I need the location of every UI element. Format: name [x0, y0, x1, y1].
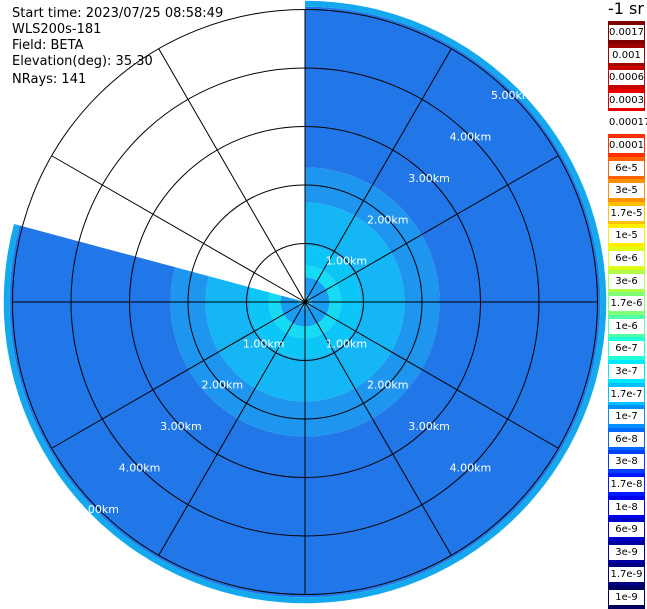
data-band-7	[9, 6, 601, 598]
colorbar-label: 0.0017	[609, 25, 644, 40]
range-label: 1.00km	[243, 337, 285, 350]
range-label: 4.00km	[450, 131, 492, 144]
colorbar-label: 0.0006	[609, 70, 644, 86]
colorbar-label: 0.001	[609, 47, 644, 63]
range-label: 3.00km	[160, 420, 202, 433]
radial-spoke-150	[304, 301, 452, 556]
colorbar-label: 1.7e-8	[609, 477, 644, 492]
range-label: 5.00km	[77, 503, 119, 516]
range-label: 2.00km	[201, 379, 243, 392]
range-label: 3.00km	[408, 420, 450, 433]
range-label: 4.00km	[119, 461, 161, 474]
radial-spoke-30	[304, 48, 452, 303]
colorbar-label: 1e-8	[609, 499, 644, 515]
radial-spoke-60	[304, 155, 559, 303]
colorbar-label: 1.7e-7	[609, 386, 644, 402]
radial-spoke-240	[51, 301, 306, 449]
colorbar-label: 0.0001	[609, 138, 644, 153]
radial-spoke-300	[51, 155, 306, 303]
range-label: 2.00km	[367, 213, 409, 226]
colorbar-label: 1e-6	[609, 318, 644, 334]
colorbar-label: 6e-8	[609, 431, 644, 447]
instrument-text: WLS200s-181	[12, 22, 102, 37]
colorbar-label: 3e-7	[609, 364, 644, 379]
colorbar-label: 3e-5	[609, 183, 644, 199]
colorbar-label: 1e-9	[609, 590, 644, 605]
colorbar-label: 1.7e-6	[609, 296, 644, 312]
data-band-5	[205, 202, 405, 402]
data-band-3	[268, 265, 342, 339]
beta-data-sector	[3, 0, 607, 604]
polar-grid	[12, 9, 598, 595]
colorbar-label: 0.0003	[609, 92, 644, 108]
colorbar-label: 6e-9	[609, 522, 644, 538]
range-label: 4.00km	[450, 461, 492, 474]
data-band-2	[280, 277, 330, 327]
range-label: 2.00km	[367, 379, 409, 392]
range-labels: 1.00km 1.00km 1.00km 2.00km 2.00km 2.00km 3.00…	[77, 89, 532, 516]
colorbar-label: 1.7e-9	[609, 567, 644, 583]
colorbar-label: 1e-7	[609, 409, 644, 425]
elevation-text: Elevation(deg): 35.30	[12, 54, 153, 69]
nrays-text: NRays: 141	[12, 72, 87, 87]
colorbar-label: 1e-5	[609, 228, 644, 244]
range-label: 5.00km	[491, 89, 533, 102]
start-time-text: Start time: 2023/07/25 08:58:49	[12, 6, 224, 21]
colorbar-units: -1 sr	[608, 0, 644, 18]
colorbar-label: 6e-7	[609, 341, 644, 357]
colorbar-label: 6e-5	[609, 160, 644, 176]
radial-spoke-120	[304, 301, 559, 449]
range-label: 1.00km	[326, 337, 368, 350]
colorbar-label: 6e-6	[609, 251, 644, 266]
range-label: 3.00km	[408, 172, 450, 185]
range-label: 1.00km	[326, 255, 368, 268]
radial-spoke-210	[158, 301, 306, 556]
colorbar-label: 3e-8	[609, 454, 644, 470]
radial-spoke-330	[158, 48, 306, 303]
colorbar-label: 0.00017	[609, 115, 647, 131]
colorbar-label: 1.7e-5	[609, 205, 644, 221]
colorbar-label: 3e-9	[609, 544, 644, 560]
colorbar-label: 3e-6	[609, 273, 644, 289]
data-band-4	[249, 246, 361, 358]
field-text: Field: BETA	[12, 38, 84, 53]
